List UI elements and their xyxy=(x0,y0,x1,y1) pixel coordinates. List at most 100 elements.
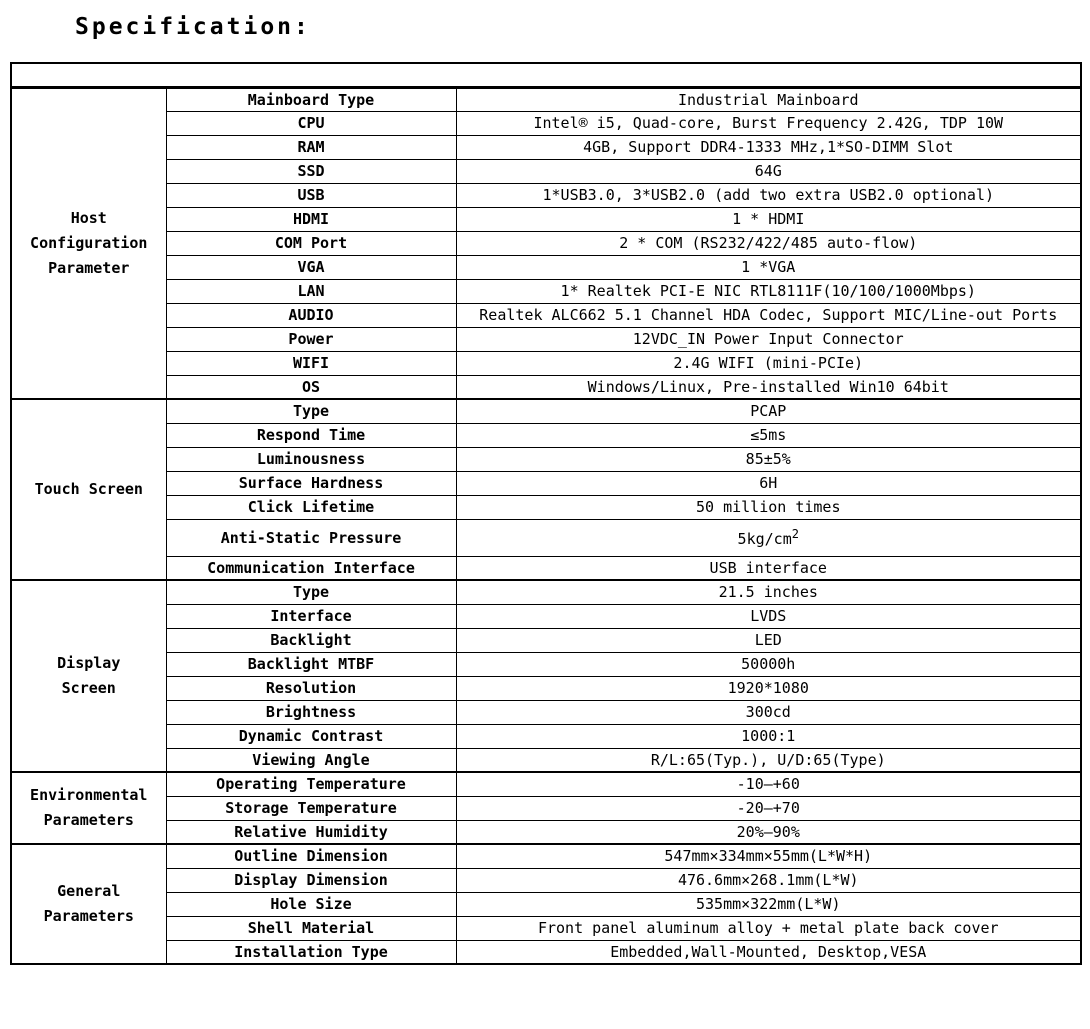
table-row: Host Configuration Parameter Mainboard Type… xyxy=(10,86,1082,400)
table-row: USB 1*USB3.0, 3*USB2.0 (add two extra USB… xyxy=(11,182,1082,208)
category-line: Host xyxy=(70,208,107,227)
value-cell: 1920*1080 xyxy=(455,675,1082,701)
specification-table-body: Host Configuration Parameter Mainboard Type… xyxy=(10,62,1082,965)
category-cell: General Parameters xyxy=(10,843,167,965)
table-row: Dynamic Contrast 1000:1 xyxy=(11,723,1082,749)
param-cell: Respond Time xyxy=(165,422,457,448)
param-cell: Hole Size xyxy=(165,891,457,917)
value-cell: Industrial Mainboard xyxy=(455,86,1082,112)
category-line: General xyxy=(57,882,121,900)
value-cell: -20—+70 xyxy=(455,795,1082,821)
table-row: Backlight LED xyxy=(11,627,1082,653)
value-cell: 2.4G WIFI (mini-PCIe) xyxy=(455,350,1082,376)
value-cell: Intel® i5, Quad-core, Burst Frequency 2.… xyxy=(455,110,1082,136)
param-cell: Surface Hardness xyxy=(165,470,457,496)
param-cell: Mainboard Type xyxy=(165,86,457,112)
category-line: Environmental xyxy=(30,786,148,804)
category-line: Touch Screen xyxy=(34,480,143,498)
value-cell: 21.5 inches xyxy=(455,579,1082,605)
table-row: Communication Interface USB interface xyxy=(11,555,1082,581)
param-cell: Communication Interface xyxy=(165,555,457,581)
table-row: HDMI 1 * HDMI xyxy=(11,206,1082,232)
param-cell: COM Port xyxy=(165,230,457,256)
value-cell: 2 * COM (RS232/422/485 auto-flow) xyxy=(455,230,1082,256)
value-cell: Front panel aluminum alloy + metal plate… xyxy=(455,915,1082,941)
value-cell: 476.6mm×268.1mm(L*W) xyxy=(455,867,1082,893)
table-row: CPU Intel® i5, Quad-core, Burst Frequency… xyxy=(11,110,1082,136)
table-row: Touch Screen Type PCAP xyxy=(10,398,1082,581)
param-cell: Dynamic Contrast xyxy=(165,723,457,749)
value-cell: LVDS xyxy=(455,603,1082,629)
category-cell: Environmental Parameters xyxy=(10,771,167,845)
value-superscript: 2 xyxy=(791,527,799,541)
param-cell: RAM xyxy=(165,134,457,160)
value-cell: 1 *VGA xyxy=(455,254,1082,280)
value-cell: LED xyxy=(455,627,1082,653)
param-cell: Resolution xyxy=(165,675,457,701)
value-cell: ≤5ms xyxy=(455,422,1082,448)
table-row: Luminousness 85±5% xyxy=(11,446,1082,472)
table-row: LAN 1* Realtek PCI-E NIC RTL8111F(10/100/… xyxy=(11,278,1082,304)
value-text: 5kg/cm xyxy=(737,530,792,548)
param-cell: Operating Temperature xyxy=(165,771,457,797)
param-cell: WIFI xyxy=(165,350,457,376)
table-row: Surface Hardness 6H xyxy=(11,470,1082,496)
table-row: Brightness 300cd xyxy=(11,699,1082,725)
table-row: Shell Material Front panel aluminum alloy… xyxy=(11,915,1082,941)
param-cell: Luminousness xyxy=(165,446,457,472)
table-row: Hole Size 535mm×322mm(L*W) xyxy=(11,891,1082,917)
category-cell: Host Configuration Parameter xyxy=(10,86,167,400)
table-row: Relative Humidity 20%—90% xyxy=(11,819,1082,845)
value-cell: 1000:1 xyxy=(455,723,1082,749)
table-row: Backlight MTBF 50000h xyxy=(11,651,1082,677)
value-cell: Windows/Linux, Pre-installed Win10 64bit xyxy=(455,374,1082,400)
param-cell: Interface xyxy=(165,603,457,629)
page-title: Specification: xyxy=(75,14,311,40)
category-line: Parameters xyxy=(43,811,134,829)
category-line: Configuration xyxy=(30,233,148,252)
category-line: Parameter xyxy=(48,258,130,277)
param-cell: SSD xyxy=(165,158,457,184)
value-cell: 5kg/cm2 xyxy=(455,518,1082,557)
table-row: Storage Temperature -20—+70 xyxy=(11,795,1082,821)
table-row: Respond Time ≤5ms xyxy=(11,422,1082,448)
param-cell: USB xyxy=(165,182,457,208)
table-row: Display Screen Type 21.5 inches xyxy=(10,579,1082,773)
param-cell: Shell Material xyxy=(165,915,457,941)
table-row: AUDIO Realtek ALC662 5.1 Channel HDA Code… xyxy=(11,302,1082,328)
table-row: Power 12VDC_IN Power Input Connector xyxy=(11,326,1082,352)
value-cell: 1*USB3.0, 3*USB2.0 (add two extra USB2.0… xyxy=(455,182,1082,208)
table-row: Interface LVDS xyxy=(11,603,1082,629)
value-cell: 85±5% xyxy=(455,446,1082,472)
param-cell: VGA xyxy=(165,254,457,280)
value-cell: 12VDC_IN Power Input Connector xyxy=(455,326,1082,352)
table-row: OS Windows/Linux, Pre-installed Win10 64b… xyxy=(11,374,1082,400)
table-row: General Parameters Outline Dimension 547mm×… xyxy=(10,843,1082,965)
param-cell: CPU xyxy=(165,110,457,136)
value-cell: -10—+60 xyxy=(455,771,1082,797)
param-cell: Type xyxy=(165,579,457,605)
param-cell: Installation Type xyxy=(165,939,457,965)
table-row: Environmental Parameters Operating Tempera… xyxy=(10,771,1082,845)
category-line: Display xyxy=(57,654,121,672)
table-row: Display Dimension 476.6mm×268.1mm(L*W) xyxy=(11,867,1082,893)
value-cell: 547mm×334mm×55mm(L*W*H) xyxy=(455,843,1082,869)
table-row: Resolution 1920*1080 xyxy=(11,675,1082,701)
category-line: Screen xyxy=(61,679,116,697)
param-cell: Viewing Angle xyxy=(165,747,457,773)
category-cell: Touch Screen xyxy=(10,398,167,581)
table-row: Click Lifetime 50 million times xyxy=(11,494,1082,520)
param-cell: AUDIO xyxy=(165,302,457,328)
param-cell: Storage Temperature xyxy=(165,795,457,821)
table-row: Viewing Angle R/L:65(Typ.), U/D:65(Type) xyxy=(11,747,1082,773)
value-cell: USB interface xyxy=(455,555,1082,581)
param-cell: OS xyxy=(165,374,457,400)
table-header-cell xyxy=(10,62,1082,89)
value-cell: Realtek ALC662 5.1 Channel HDA Codec, Su… xyxy=(455,302,1082,328)
value-cell: Embedded,Wall-Mounted, Desktop,VESA xyxy=(455,939,1082,965)
param-cell: Power xyxy=(165,326,457,352)
param-cell: Type xyxy=(165,398,457,424)
param-cell: Anti-Static Pressure xyxy=(165,518,457,557)
value-cell: 50 million times xyxy=(455,494,1082,520)
value-cell: 20%—90% xyxy=(455,819,1082,845)
